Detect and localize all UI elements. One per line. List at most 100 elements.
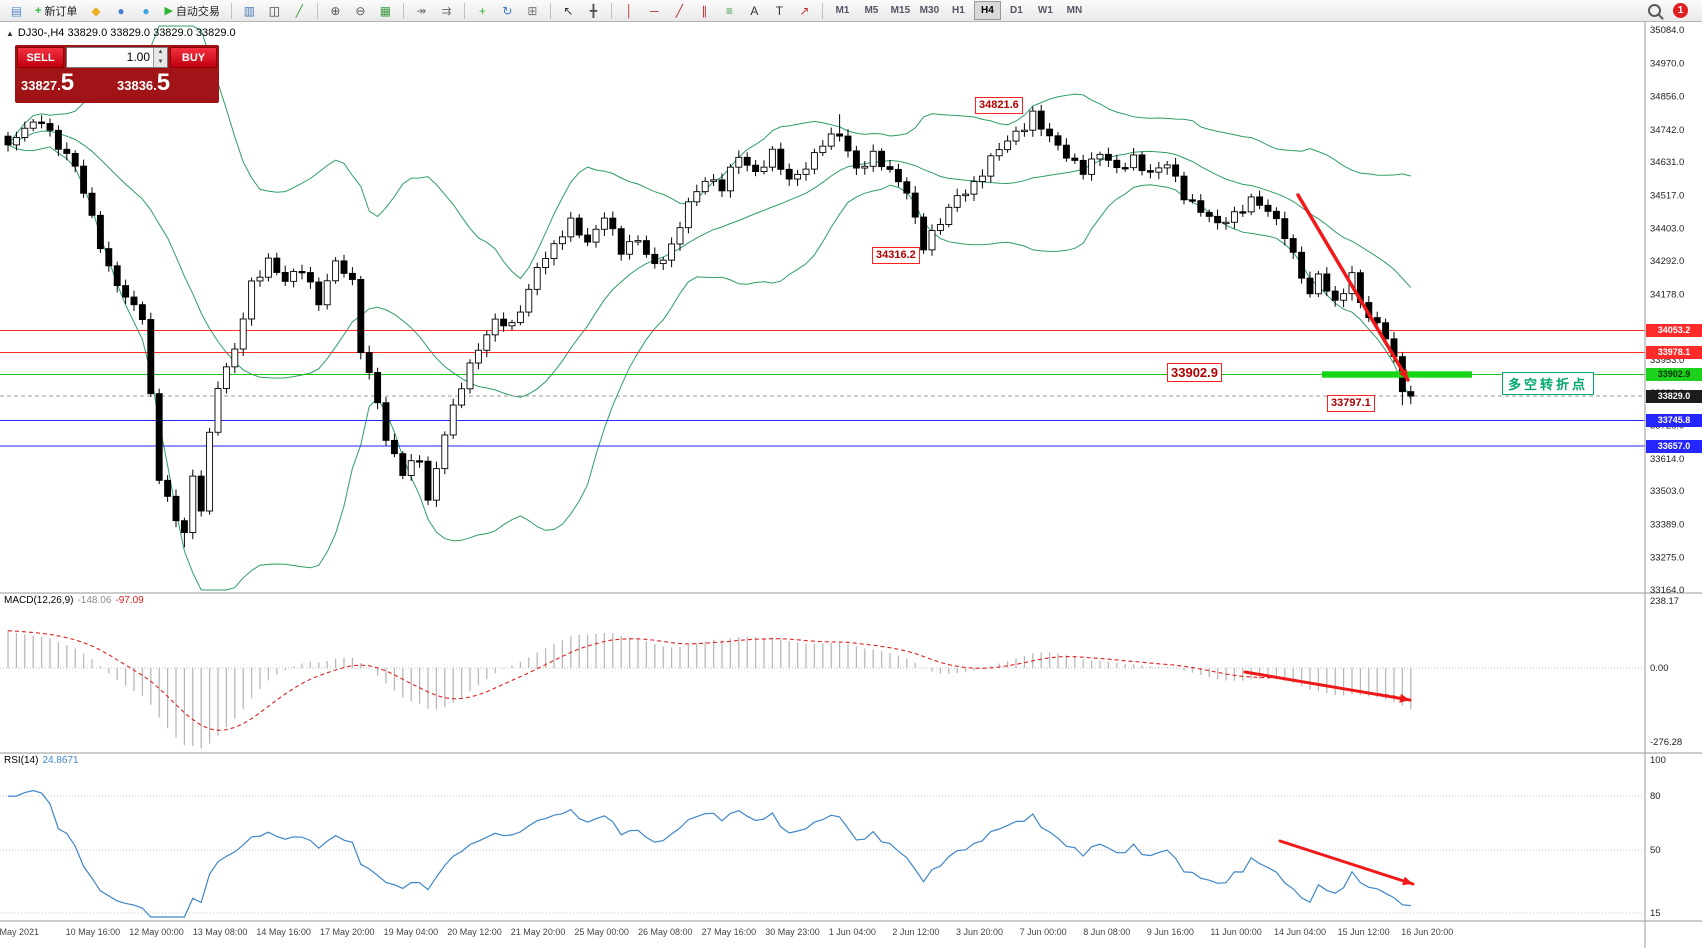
rsi-value: 24.8671 [42,755,79,766]
trend-arrow-main[interactable] [1296,193,1410,382]
svg-text:34631.0: 34631.0 [1650,157,1684,168]
label-icon[interactable]: T [775,3,784,18]
macd-value: -148.06 [77,595,112,606]
price-annotation-swing[interactable]: 34316.2 [872,247,920,264]
chart-shift-icon[interactable]: ⇉ [441,3,452,18]
svg-text:26 May 08:00: 26 May 08:00 [638,927,693,937]
bar-chart-icon[interactable]: ▥ [243,3,256,18]
mql5-market-icon[interactable]: ◆ [91,3,101,18]
tile-windows-icon[interactable]: ▦ [379,3,392,18]
svg-text:20 May 12:00: 20 May 12:00 [447,927,502,937]
cursor-icon[interactable]: ↖ [563,3,574,18]
svg-text:0.00: 0.00 [1650,663,1669,674]
timeframe-m1-button[interactable]: M1 [835,5,850,16]
turning-point-label[interactable]: 多空转折点 [1502,372,1595,395]
text-icon[interactable]: A [750,3,759,18]
svg-text:2 Jun 12:00: 2 Jun 12:00 [892,927,939,937]
svg-text:7 Jun 00:00: 7 Jun 00:00 [1020,927,1067,937]
channel-icon[interactable]: ∥ [701,3,708,18]
one-click-trading-panel: SELL 1.00 ▲ ▼ BUY 33827. 5 33836. 5 [15,45,219,103]
timeframe-m30-button[interactable]: M30 [919,5,940,16]
auto-scroll-icon[interactable]: ↠ [416,3,427,18]
svg-text:7 May 2021: 7 May 2021 [0,927,39,937]
volume-control[interactable]: 1.00 ▲ ▼ [66,47,168,68]
timeframe-m15-button[interactable]: M15 [890,5,911,16]
toolbar-separator [230,2,232,19]
svg-text:34742.0: 34742.0 [1650,125,1684,136]
macd-indicator-label: MACD(12,26,9) -148.06 -97.09 [4,595,144,606]
svg-text:34970.0: 34970.0 [1650,58,1684,69]
bollinger-bands [7,25,1412,591]
svg-text:25 May 00:00: 25 May 00:00 [574,927,629,937]
svg-text:3 Jun 20:00: 3 Jun 20:00 [956,927,1003,937]
metaquotes-icon[interactable]: ● [142,3,150,18]
svg-text:10 May 16:00: 10 May 16:00 [66,927,121,937]
svg-text:33503.0: 33503.0 [1650,486,1684,497]
timeframe-mn-button[interactable]: MN [1066,5,1083,16]
buy-button[interactable]: BUY [170,47,217,68]
candlestick-chart-icon[interactable]: ◫ [268,3,281,18]
timeframe-w1-button[interactable]: W1 [1037,5,1053,16]
price-annotation-low[interactable]: 33797.1 [1327,395,1375,412]
toolbar-separator [610,2,612,19]
line-chart-icon[interactable]: ╱ [295,3,304,18]
timeframe-h1-button[interactable]: H1 [952,5,965,16]
svg-text:100: 100 [1650,755,1666,766]
svg-text:238.17: 238.17 [1650,596,1679,607]
auto-trading-button[interactable]: ▶ 自动交易 [158,2,225,20]
svg-text:14 May 16:00: 14 May 16:00 [256,927,311,937]
price-scale-badge: 34053.2 [1646,324,1702,338]
new-chart-icon[interactable]: ▤ [10,3,23,18]
refresh-icon[interactable]: ↻ [502,3,513,18]
fibonacci-icon[interactable]: ≡ [725,3,733,18]
svg-text:17 May 20:00: 17 May 20:00 [320,927,375,937]
arrows-icon[interactable]: ↗ [799,3,810,18]
price-annotation-level[interactable]: 33902.9 [1167,363,1222,382]
price-scale-badge: 33902.9 [1646,367,1702,381]
svg-text:33389.0: 33389.0 [1650,519,1684,530]
crosshair-icon[interactable]: ╋ [589,3,598,18]
bid-price-main: 33827. [21,78,61,93]
sell-button[interactable]: SELL [17,47,64,68]
notifications-badge[interactable]: 1 [1673,3,1688,18]
auto-trading-button-label: 自动交易 [175,5,220,18]
svg-text:9 Jun 16:00: 9 Jun 16:00 [1147,927,1194,937]
vertical-line-icon[interactable]: │ [625,3,634,18]
trend-arrow-rsi[interactable] [1278,839,1415,886]
trend-arrow-macd[interactable] [1243,670,1412,703]
zoom-in-icon[interactable]: ⊕ [330,3,341,18]
turning-point-highlight-line[interactable] [1322,371,1472,378]
one-click-collapse-icon[interactable]: ▲ [6,28,14,38]
toolbar: ▤ + 新订单 ◆ ● ● ▶ 自动交易 ▥ ◫ ╱ ⊕ ⊖ ▦ ↠ ⇉ + ↻ ⊞ ↖ ╋ │ ─ ╱ ∥ ≡ A T ↗ M1 M5 M1… [0,0,1702,22]
svg-text:35084.0: 35084.0 [1650,25,1684,36]
price-annotation-high[interactable]: 34821.6 [975,97,1023,114]
indicators-icon[interactable]: + [478,3,486,18]
new-order-button-label: 新订单 [44,5,78,18]
volume-down-icon[interactable]: ▼ [154,57,167,67]
time-scale[interactable] [0,921,1645,948]
bid-price-big-digit: 5 [60,69,75,96]
rsi-name: RSI(14) [4,755,39,766]
horizontal-line-icon[interactable]: ─ [650,3,659,18]
volume-value[interactable]: 1.00 [126,50,150,64]
price-scale-badge: 33745.8 [1646,413,1702,427]
svg-text:11 Jun 00:00: 11 Jun 00:00 [1210,927,1261,937]
timeframe-d1-button[interactable]: D1 [1010,5,1023,16]
templates-icon[interactable]: ⊞ [527,3,538,18]
toolbar-separator [821,2,823,19]
volume-up-icon[interactable]: ▲ [154,48,167,58]
new-order-button[interactable]: + 新订单 [29,2,83,20]
price-scale[interactable] [1645,22,1702,948]
svg-text:80: 80 [1650,791,1661,802]
macd-histogram [7,630,1412,749]
community-icon[interactable]: ● [117,3,125,18]
timeframe-m5-button[interactable]: M5 [864,5,879,16]
svg-text:34403.0: 34403.0 [1650,224,1684,235]
timeframe-h4-button[interactable]: H4 [973,1,1001,20]
symbol-search-icon[interactable] [1648,4,1661,17]
toolbar-separator [463,2,465,19]
volume-spinner[interactable]: ▲ ▼ [153,48,167,67]
zoom-out-icon[interactable]: ⊖ [355,3,366,18]
trendline-icon[interactable]: ╱ [675,3,684,18]
